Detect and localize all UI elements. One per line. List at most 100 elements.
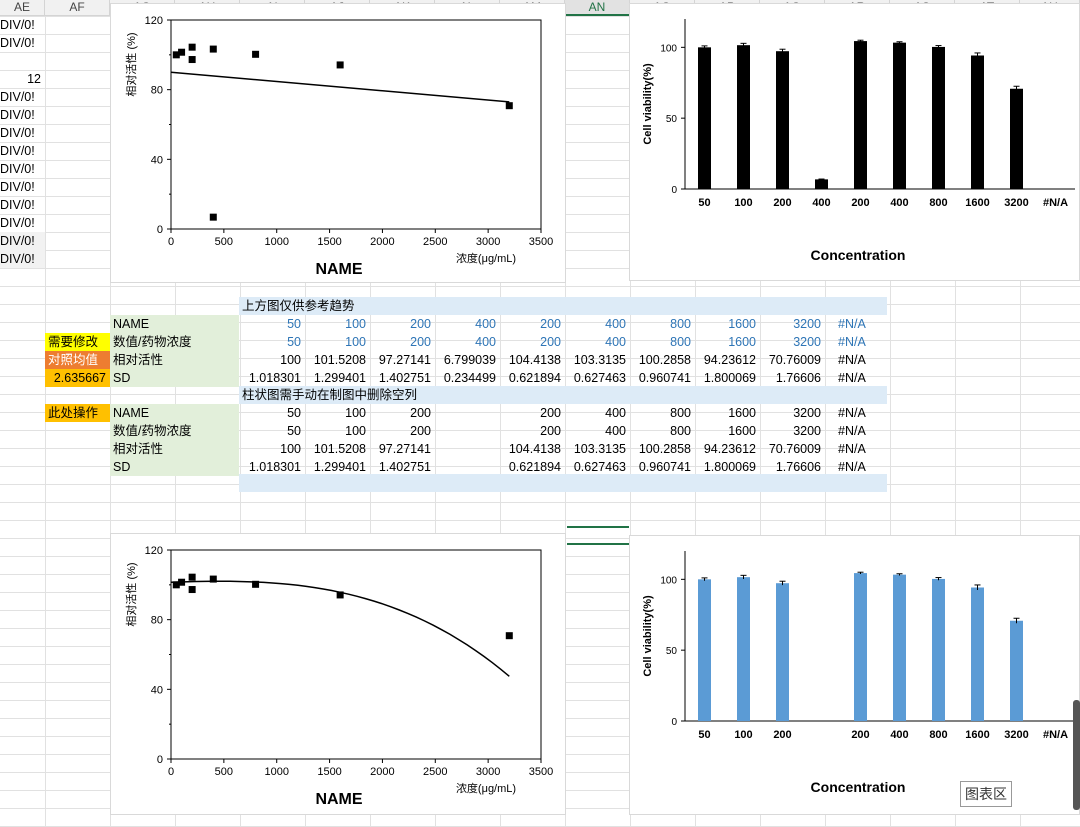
table-cell[interactable]: 200: [540, 335, 561, 349]
top-note[interactable]: 上方图仅供参考趋势: [239, 297, 887, 315]
table-cell[interactable]: 100.2858: [638, 442, 691, 456]
table-cell[interactable]: 800: [670, 335, 691, 349]
table-cell[interactable]: 94.23612: [703, 442, 756, 456]
table-cell[interactable]: #N/A: [838, 317, 866, 331]
table-cell[interactable]: 97.27141: [378, 442, 431, 456]
table-cell[interactable]: 50: [287, 335, 301, 349]
row-label[interactable]: 数值/药物浓度: [110, 422, 239, 440]
label-operate-here[interactable]: 此处操作: [45, 404, 110, 422]
table-cell[interactable]: 100: [345, 335, 366, 349]
table-cell[interactable]: 100.2858: [638, 353, 691, 367]
table-cell[interactable]: #N/A: [838, 353, 866, 367]
table-cell[interactable]: [435, 422, 500, 440]
label-need-modify[interactable]: 需要修改: [45, 333, 110, 351]
table-cell[interactable]: 1600: [728, 424, 756, 438]
table-cell[interactable]: 101.5208: [313, 442, 366, 456]
table-cell[interactable]: 1.76606: [775, 371, 821, 385]
left-column-cell[interactable]: DIV/0!: [0, 144, 35, 158]
table-cell[interactable]: 104.4138: [508, 353, 561, 367]
table-cell[interactable]: 1.299401: [313, 371, 366, 385]
table-cell[interactable]: 101.5208: [313, 353, 366, 367]
table-cell[interactable]: 400: [605, 424, 626, 438]
control-mean-value[interactable]: 2.635667: [45, 369, 110, 387]
table-cell[interactable]: 3200: [793, 317, 821, 331]
table-cell[interactable]: 200: [410, 335, 431, 349]
left-column-cell[interactable]: DIV/0!: [0, 232, 45, 250]
table-cell[interactable]: 800: [670, 424, 691, 438]
table-cell[interactable]: 1.402751: [378, 371, 431, 385]
scatter-chart-bottom[interactable]: 0 40 80 120 0 500 1000 1500 2000 2500 3000 3500 相对活性…: [110, 533, 566, 815]
table-cell[interactable]: 200: [540, 406, 561, 420]
table-cell[interactable]: 100: [345, 424, 366, 438]
row-label[interactable]: 数值/药物浓度: [110, 333, 239, 351]
table-cell[interactable]: 0.960741: [638, 371, 691, 385]
table-cell[interactable]: 6.799039: [443, 353, 496, 367]
scatter-chart-top[interactable]: 0 40 80 120 0 500 1000 1500 2000 2500 3000 3500 相对活性…: [110, 3, 566, 283]
left-column-cell[interactable]: 12: [27, 72, 41, 86]
table-cell[interactable]: 1.018301: [248, 460, 301, 474]
table-cell[interactable]: 0.621894: [508, 460, 561, 474]
table-cell[interactable]: 0.960741: [638, 460, 691, 474]
left-column-cell[interactable]: DIV/0!: [0, 36, 35, 50]
table-cell[interactable]: 100: [280, 442, 301, 456]
row-label[interactable]: NAME: [110, 404, 239, 422]
left-column-cell[interactable]: DIV/0!: [0, 216, 35, 230]
table-cell[interactable]: #N/A: [838, 371, 866, 385]
left-column-cell[interactable]: DIV/0!: [0, 250, 45, 268]
table-cell[interactable]: 1600: [728, 317, 756, 331]
table-cell[interactable]: 200: [540, 424, 561, 438]
table-cell[interactable]: 1600: [728, 335, 756, 349]
left-column-cell[interactable]: DIV/0!: [0, 198, 35, 212]
table-cell[interactable]: 800: [670, 406, 691, 420]
bar-chart-top[interactable]: 0 50 100 50 100 200 400 200 400 800 1600 3200 #N/A Ce…: [629, 3, 1080, 281]
table-cell[interactable]: 94.23612: [703, 353, 756, 367]
table-cell[interactable]: 400: [475, 317, 496, 331]
table-cell[interactable]: 400: [605, 335, 626, 349]
table-cell[interactable]: #N/A: [838, 424, 866, 438]
table-cell[interactable]: 0.621894: [508, 371, 561, 385]
table-cell[interactable]: #N/A: [838, 335, 866, 349]
scrollbar-thumb[interactable]: [1073, 700, 1080, 810]
table-cell[interactable]: 100: [345, 317, 366, 331]
table-cell[interactable]: 100: [345, 406, 366, 420]
table-cell[interactable]: 70.76009: [768, 442, 821, 456]
table-cell[interactable]: 100: [280, 353, 301, 367]
label-control-mean[interactable]: 对照均值: [45, 351, 110, 369]
table-cell[interactable]: 0.627463: [573, 371, 626, 385]
table-cell[interactable]: #N/A: [838, 406, 866, 420]
table-cell[interactable]: [435, 440, 500, 458]
left-column-cell[interactable]: DIV/0!: [0, 90, 35, 104]
row-label[interactable]: 相对活性: [110, 351, 239, 369]
table-cell[interactable]: 800: [670, 317, 691, 331]
left-column-cell[interactable]: DIV/0!: [0, 126, 35, 140]
row-label[interactable]: SD: [110, 369, 239, 387]
table-cell[interactable]: 1.018301: [248, 371, 301, 385]
left-column-cell[interactable]: DIV/0!: [0, 180, 35, 194]
left-column-cell[interactable]: DIV/0!: [0, 162, 35, 176]
table-cell[interactable]: 70.76009: [768, 353, 821, 367]
table-cell[interactable]: 1.76606: [775, 460, 821, 474]
table-cell[interactable]: [435, 458, 500, 476]
table-cell[interactable]: 1.800069: [703, 460, 756, 474]
left-column-cell[interactable]: DIV/0!: [0, 18, 35, 32]
table-cell[interactable]: 50: [287, 406, 301, 420]
table-cell[interactable]: 0.234499: [443, 371, 496, 385]
row-label[interactable]: SD: [110, 458, 239, 476]
table-cell[interactable]: 1600: [728, 406, 756, 420]
row-label[interactable]: 相对活性: [110, 440, 239, 458]
table-cell[interactable]: 103.3135: [573, 442, 626, 456]
bar-chart-bottom[interactable]: 0 50 100 50 100 200 200 400 800 1600 3200 #N/A Cell …: [629, 535, 1080, 815]
table-cell[interactable]: 97.27141: [378, 353, 431, 367]
table-cell[interactable]: 3200: [793, 406, 821, 420]
mid-note[interactable]: 柱状图需手动在制图中删除空列: [239, 386, 887, 404]
table-cell[interactable]: 1.402751: [378, 460, 431, 474]
column-header-ae[interactable]: AE: [0, 0, 45, 16]
table-cell[interactable]: 103.3135: [573, 353, 626, 367]
left-column-cell[interactable]: DIV/0!: [0, 108, 35, 122]
table-cell[interactable]: 0.627463: [573, 460, 626, 474]
table-cell[interactable]: 200: [410, 317, 431, 331]
table-cell[interactable]: 200: [410, 424, 431, 438]
table-cell[interactable]: #N/A: [838, 460, 866, 474]
left-column-cell[interactable]: [0, 52, 45, 70]
table-cell[interactable]: 3200: [793, 335, 821, 349]
